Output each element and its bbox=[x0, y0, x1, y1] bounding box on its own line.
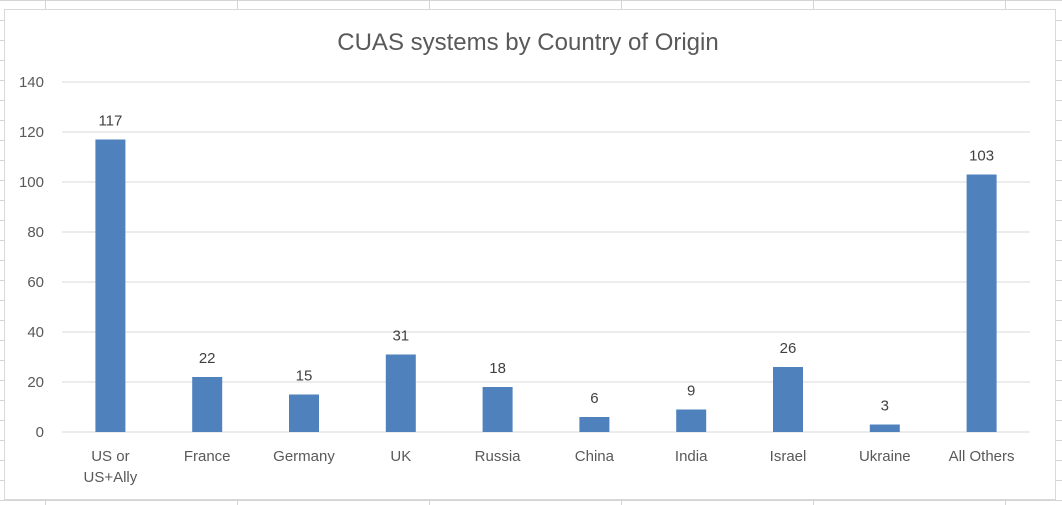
data-label: 22 bbox=[199, 350, 216, 367]
x-tick-label: India bbox=[675, 448, 708, 465]
chart-title: CUAS systems by Country of Origin bbox=[337, 29, 718, 56]
bar bbox=[579, 417, 610, 432]
x-tick-label: China bbox=[575, 448, 615, 465]
data-label: 6 bbox=[590, 390, 598, 407]
x-tick-label: Israel bbox=[770, 448, 807, 465]
data-label: 26 bbox=[780, 340, 797, 357]
y-tick-label: 120 bbox=[19, 124, 44, 141]
x-tick-label: Germany bbox=[273, 448, 335, 465]
x-tick-label: France bbox=[184, 448, 231, 465]
bar bbox=[773, 367, 803, 432]
y-tick-label: 80 bbox=[27, 224, 44, 241]
bar bbox=[676, 409, 707, 432]
data-label: 3 bbox=[881, 398, 889, 415]
y-tick-label: 0 bbox=[36, 424, 44, 441]
bar bbox=[869, 424, 900, 432]
bar bbox=[385, 354, 416, 432]
x-tick-label: All Others bbox=[949, 448, 1015, 465]
bar bbox=[289, 394, 319, 432]
data-label: 117 bbox=[98, 113, 122, 130]
y-tick-label: 40 bbox=[27, 324, 44, 341]
y-tick-label: 60 bbox=[27, 274, 44, 291]
data-label: 18 bbox=[489, 360, 506, 377]
x-axis-labels: US or US+Ally France Germany UK Russia China In… bbox=[84, 448, 1015, 486]
x-tick-label: Ukraine bbox=[859, 448, 911, 465]
bar bbox=[482, 387, 513, 432]
y-gridlines bbox=[62, 81, 1030, 433]
bar bbox=[966, 174, 997, 432]
data-label: 103 bbox=[969, 148, 994, 165]
x-tick-label: Russia bbox=[475, 448, 522, 465]
data-label: 31 bbox=[392, 328, 409, 345]
y-tick-label: 100 bbox=[19, 174, 44, 191]
data-label: 9 bbox=[687, 383, 695, 400]
data-label: 15 bbox=[296, 368, 313, 385]
x-tick-label: US+Ally bbox=[84, 469, 138, 486]
data-labels: 117 22 15 31 18 6 9 26 3 103 bbox=[98, 113, 994, 415]
bar bbox=[95, 139, 126, 432]
y-tick-label: 140 bbox=[19, 74, 44, 91]
bars bbox=[95, 139, 997, 432]
y-tick-label: 20 bbox=[27, 374, 44, 391]
bar bbox=[192, 377, 223, 432]
x-tick-label: US or bbox=[91, 448, 129, 465]
y-axis-labels: 0 20 40 60 80 100 120 140 bbox=[19, 74, 44, 441]
chart-area[interactable] bbox=[4, 9, 1056, 500]
x-tick-label: UK bbox=[390, 448, 411, 465]
